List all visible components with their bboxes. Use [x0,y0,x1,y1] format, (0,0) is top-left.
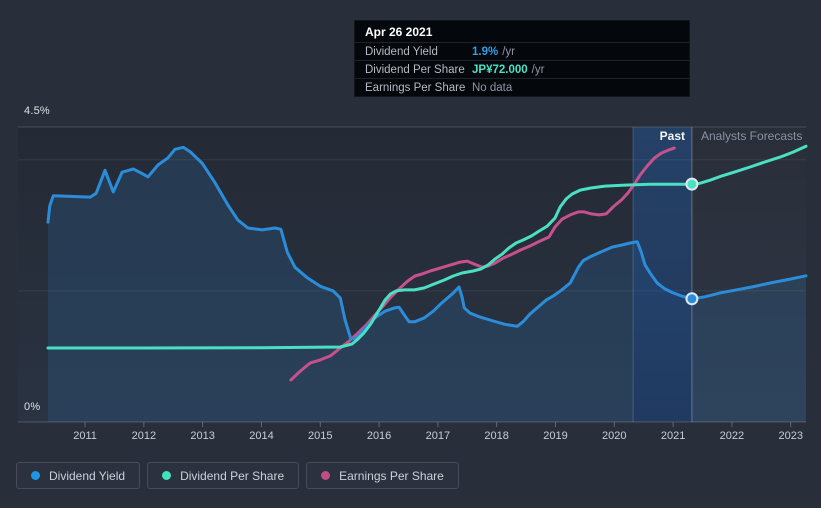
dividend-yield-marker-dot [685,292,699,306]
y-axis-label-bottom: 0% [24,401,41,413]
legend: Dividend Yield Dividend Per Share Earnings… [16,462,459,489]
x-axis-label-2021: 2021 [660,430,686,442]
x-axis-label-2020: 2020 [602,430,627,442]
x-axis-label-2018: 2018 [484,430,509,442]
gridlines [18,126,806,427]
past-year-highlight-band [632,127,692,422]
current-value-markers [685,177,699,306]
tooltip-row-unit: /yr [502,45,515,58]
tooltip-row-2: Dividend Per Share JP¥72.000/yr [355,60,689,78]
x-axis-label-2012: 2012 [131,430,157,442]
legend-item-earnings-per-share[interactable]: Earnings Per Share [306,462,459,489]
legend-label: Earnings Per Share [339,468,444,483]
yield-area-fill [48,147,806,423]
past-year-band [633,127,692,422]
tooltip-row-label: Dividend Yield [365,45,438,58]
tooltip-date: Apr 26 2021 [365,25,433,39]
tooltip-row-unit: /yr [531,63,545,76]
tooltip-row-1: Dividend Yield 1.9%/yr [355,42,689,60]
legend-item-dividend-per-share[interactable]: Dividend Per Share [147,462,300,489]
tooltip-row-value: No data [472,81,513,94]
series-lines [46,144,808,382]
legend-dot-icon [321,471,331,480]
x-axis-label-2023: 2023 [778,430,803,442]
tooltip-row-label: Earnings Per Share [365,81,466,94]
tooltip-row-label: Dividend Per Share [365,63,465,76]
tooltip-row-value: 1.9% [472,45,499,58]
x-axis-label-2017: 2017 [425,430,451,442]
tooltip-row-3: Earnings Per Share No data [355,78,689,96]
y-axis-label-top: 4.5% [24,105,50,117]
legend-label: Dividend Per Share [180,468,285,483]
x-axis-label-2019: 2019 [543,430,568,442]
x-axis-label-2013: 2013 [190,430,215,442]
tooltip-row-value: JP¥72.000 [472,63,528,76]
legend-item-dividend-yield[interactable]: Dividend Yield [16,462,141,489]
dividend-yield-area [48,147,806,423]
legend-dot-icon [162,471,172,480]
x-axis-label-2016: 2016 [366,430,392,442]
analysts-forecasts-label: Analysts Forecasts [701,129,803,143]
x-axis-label-2015: 2015 [308,430,333,442]
x-axis-label-2014: 2014 [249,430,274,442]
dividend-per-share-marker-dot [685,177,699,191]
legend-dot-icon [31,471,40,480]
dividend-per-share-line [46,144,808,350]
x-axis-label-2011: 2011 [73,430,97,442]
dividend-yield-line [46,145,808,341]
past-label: Past [659,129,685,143]
legend-label: Dividend Yield [49,468,126,483]
x-axis-label-2022: 2022 [719,430,745,442]
hover-tooltip: Apr 26 2021 Dividend Yield 1.9%/yr Dividen… [354,20,690,97]
